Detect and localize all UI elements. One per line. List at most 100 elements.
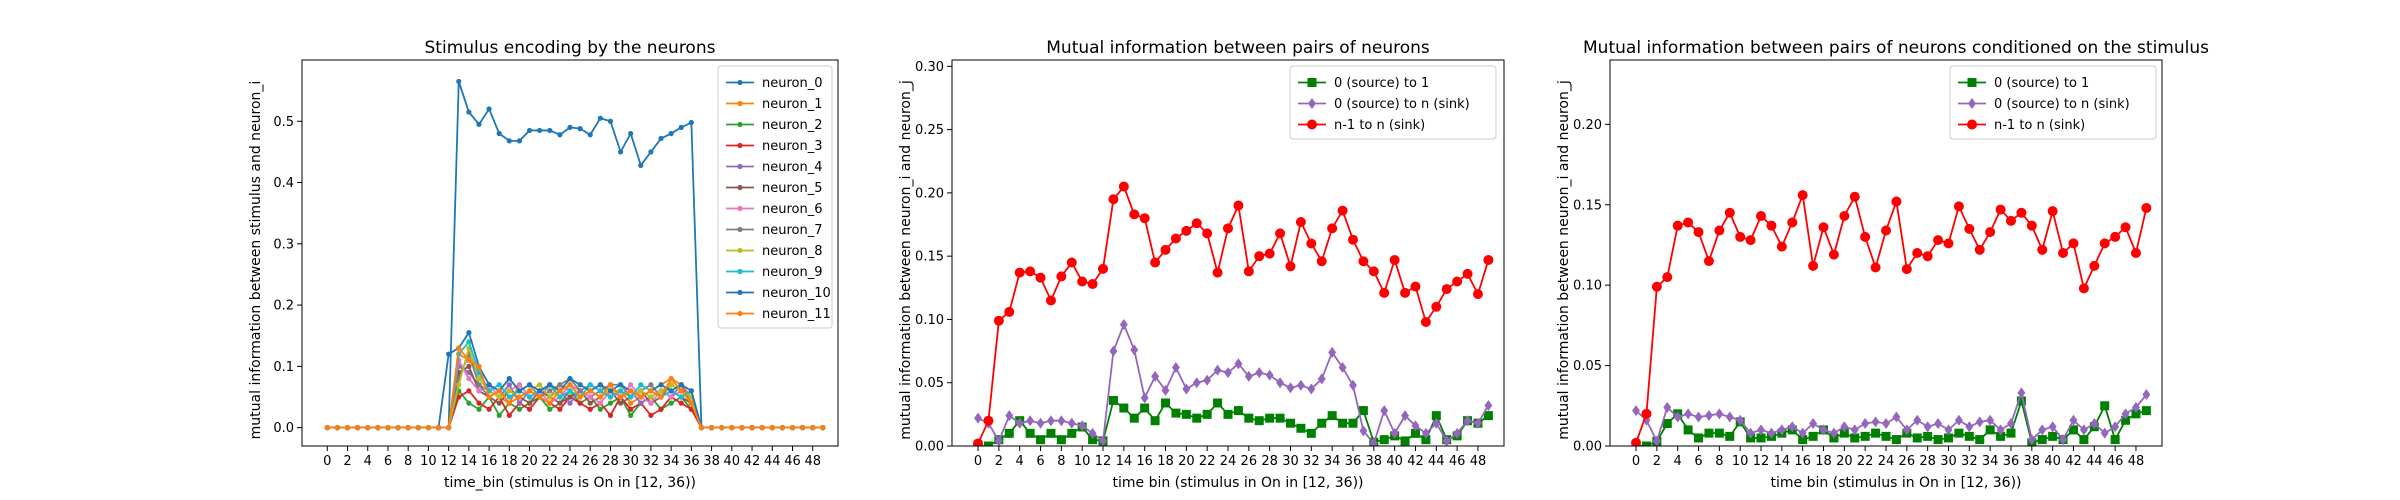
data-point — [557, 394, 563, 400]
x-tick-label: 12 — [440, 454, 457, 469]
data-point — [1401, 410, 1410, 422]
data-point — [1359, 425, 1368, 437]
data-point — [2048, 431, 2058, 441]
x-tick-label: 30 — [1282, 454, 1299, 469]
data-point — [2016, 396, 2026, 406]
data-point — [1327, 223, 1338, 234]
data-point — [567, 400, 573, 406]
data-point — [658, 388, 664, 394]
legend-swatch-marker — [737, 100, 743, 107]
legend-item: n-1 to n (sink) — [1958, 118, 2085, 133]
data-point — [2048, 421, 2057, 433]
data-point — [638, 162, 644, 168]
legend-label: neuron_4 — [762, 160, 823, 175]
data-point — [2007, 417, 2015, 429]
y-tick-label: 0.00 — [915, 440, 944, 455]
data-point — [1316, 256, 1327, 267]
data-point — [617, 388, 624, 394]
data-point — [587, 400, 593, 406]
data-point — [2110, 231, 2121, 242]
data-point — [1349, 379, 1357, 391]
data-point — [1453, 427, 1462, 439]
data-point — [607, 382, 614, 388]
x-tick-label: 32 — [1961, 454, 1978, 469]
data-point — [973, 438, 984, 446]
data-point — [577, 382, 583, 388]
legend-swatch-marker — [737, 79, 743, 86]
data-point — [1901, 264, 1912, 275]
data-point — [476, 121, 482, 127]
data-point — [2120, 222, 2131, 233]
data-point — [1452, 276, 1463, 287]
data-point — [1160, 244, 1171, 255]
data-point — [1306, 238, 1317, 249]
data-point — [1254, 416, 1264, 426]
data-point — [668, 382, 674, 388]
axes-frame — [951, 59, 1505, 447]
axes-frame — [301, 59, 839, 447]
data-point — [1170, 233, 1181, 244]
data-point — [1704, 428, 1714, 438]
data-point — [1462, 268, 1473, 279]
data-point — [466, 400, 472, 406]
data-point — [344, 425, 351, 431]
data-point — [506, 138, 512, 144]
data-point — [506, 382, 512, 388]
data-point — [567, 382, 573, 388]
data-point — [1809, 417, 1818, 429]
data-point — [983, 441, 993, 446]
data-point — [1673, 411, 1682, 423]
data-point — [415, 425, 421, 431]
y-tick-label: 0.00 — [1573, 440, 1602, 455]
data-point — [1025, 266, 1036, 277]
data-point — [1694, 433, 1704, 443]
data-point — [446, 425, 452, 431]
data-point — [1735, 231, 1746, 242]
data-point — [1995, 204, 2006, 215]
data-point — [476, 382, 482, 388]
data-point — [577, 400, 583, 406]
data-point — [607, 412, 614, 418]
data-point — [1933, 235, 1944, 246]
data-point — [1850, 424, 1859, 436]
data-point — [476, 388, 482, 394]
data-point — [1788, 421, 1797, 433]
data-point — [1808, 431, 1818, 441]
data-point — [1431, 411, 1441, 421]
data-point — [476, 363, 482, 369]
data-point — [1684, 408, 1693, 420]
data-point — [1421, 435, 1431, 445]
legend-swatch-marker — [1307, 119, 1317, 130]
data-point — [1067, 428, 1077, 438]
data-point — [1139, 213, 1150, 224]
data-point — [587, 406, 593, 412]
data-point — [2100, 401, 2110, 411]
data-point — [1192, 413, 1202, 423]
data-point — [587, 382, 593, 388]
legend-swatch-marker — [1307, 78, 1317, 87]
legend-label: 0 (source) to n (sink) — [1334, 97, 1470, 112]
data-point — [2037, 244, 2048, 255]
data-point — [607, 388, 614, 394]
x-tick-label: 2 — [995, 454, 1003, 469]
x-tick-label: 22 — [1857, 454, 1874, 469]
data-point — [617, 382, 624, 388]
data-point — [1861, 417, 1870, 429]
x-tick-label: 0 — [974, 454, 982, 469]
legend-label: neuron_0 — [762, 76, 823, 91]
chart-conditioned-mutual-information: Mutual information between pairs of neur… — [1556, 38, 2209, 491]
data-point — [466, 339, 472, 345]
data-point — [466, 330, 472, 336]
data-point — [769, 425, 775, 431]
data-point — [628, 382, 634, 388]
x-tick-label: 42 — [2065, 454, 2082, 469]
data-point — [719, 425, 725, 431]
data-point — [607, 394, 614, 400]
x-tick-label: 48 — [2128, 454, 2145, 469]
data-point — [597, 406, 603, 412]
data-point — [1463, 415, 1472, 427]
data-point — [1400, 436, 1410, 446]
data-point — [668, 400, 674, 406]
data-point — [1223, 409, 1233, 419]
data-point — [1244, 413, 1254, 423]
